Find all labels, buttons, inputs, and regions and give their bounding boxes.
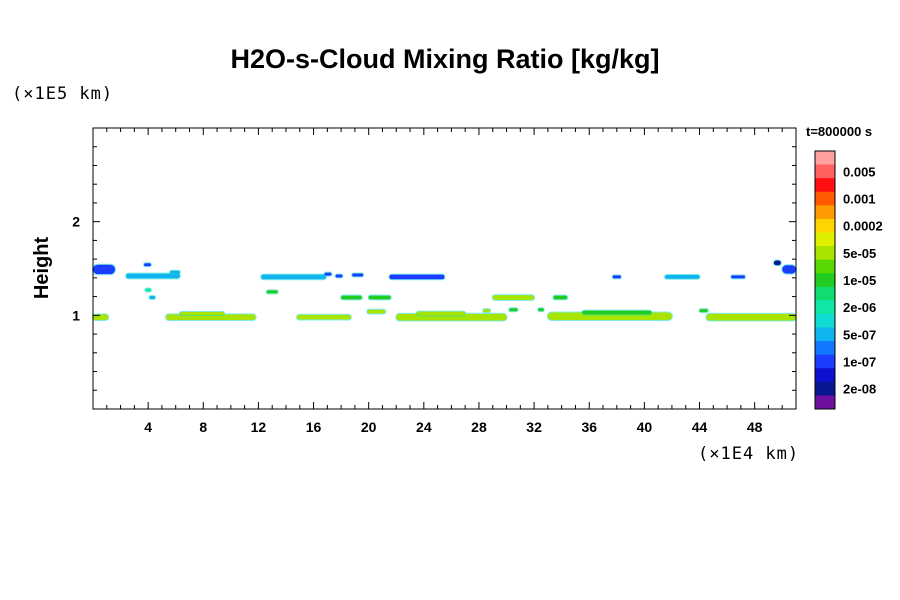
colorbar-swatch	[815, 164, 835, 179]
colorbar-swatch	[815, 232, 835, 247]
cloud-band	[509, 308, 518, 312]
colorbar-swatch	[815, 205, 835, 220]
cloud-band	[170, 270, 180, 274]
cloud-band	[706, 313, 796, 321]
cloud-band	[266, 290, 278, 294]
colorbar-swatch	[815, 300, 835, 315]
colorbar-swatch	[815, 259, 835, 274]
cloud-band	[389, 274, 445, 280]
y-axis-label: Height	[31, 237, 53, 300]
colorbar-swatch	[815, 178, 835, 193]
colorbar-swatch	[815, 368, 835, 383]
y-axis: 12	[72, 146, 796, 391]
x-tick-label: 32	[526, 419, 542, 435]
x-tick-label: 44	[692, 419, 708, 435]
colorbar-swatch	[815, 381, 835, 396]
cloud-band	[324, 272, 332, 276]
colorbar-swatch	[815, 286, 835, 301]
colorbar-label: 1e-07	[843, 354, 876, 369]
x-axis: 4 8 12 16 20 24 28 32 36 40 44 48	[106, 128, 783, 435]
colorbar-swatch	[815, 354, 835, 369]
x-tick-label: 36	[581, 419, 597, 435]
cloud-band	[297, 314, 351, 320]
cloud-band	[699, 309, 708, 313]
x-tick-label: 24	[416, 419, 432, 435]
colorbar-swatch	[815, 395, 835, 410]
colorbar-frame	[814, 150, 836, 410]
cloud-band	[179, 311, 224, 315]
cloud-band	[665, 275, 700, 279]
colorbar-swatch	[815, 218, 835, 233]
cloud-band	[261, 274, 326, 280]
chart-title: H2O-s-Cloud Mixing Ratio [kg/kg]	[230, 44, 660, 74]
cloud-band	[368, 295, 391, 300]
time-label: t=800000 s	[806, 124, 873, 139]
y-tick-label: 2	[72, 214, 80, 230]
colorbar: 0.005 0.001 0.0002 5e-05 1e-05 2e-06 5e-07 1e-0…	[814, 150, 883, 410]
cloud-band	[538, 308, 544, 312]
colorbar-swatch	[815, 341, 835, 356]
x-tick-label: 4	[144, 419, 152, 435]
cloud-band	[144, 263, 151, 267]
cloud-band	[773, 260, 781, 266]
colorbar-label: 5e-05	[843, 246, 876, 261]
cloud-band	[126, 273, 180, 279]
y-axis-unit: (×1E5 km)	[12, 84, 114, 104]
cloud-field	[92, 259, 797, 322]
colorbar-label: 0.001	[843, 192, 876, 207]
cloud-band	[416, 311, 466, 316]
y-tick-label: 1	[72, 307, 80, 323]
colorbar-swatch	[815, 327, 835, 342]
colorbar-swatch	[815, 151, 835, 166]
colorbar-label: 2e-06	[843, 300, 876, 315]
colorbar-label: 5e-07	[843, 327, 876, 342]
cloud-band	[553, 295, 568, 300]
colorbar-swatch	[815, 246, 835, 261]
cloud-band	[149, 296, 156, 300]
colorbar-label: 2e-08	[843, 382, 876, 397]
cloud-band	[341, 295, 362, 300]
x-tick-label: 8	[199, 419, 207, 435]
cloud-band	[483, 309, 490, 313]
colorbar-label: 0.005	[843, 164, 876, 179]
cloud-band	[731, 275, 745, 279]
cloud-band	[582, 310, 652, 315]
cloud-band	[612, 275, 621, 279]
colorbar-swatch	[815, 191, 835, 206]
plot-area: 4 8 12 16 20 24 28 32 36 40 44 48 12 Height	[31, 127, 797, 435]
plot-frame	[92, 127, 797, 410]
colorbar-label: 0.0002	[843, 219, 883, 234]
cloud-band	[367, 309, 386, 314]
x-tick-label: 16	[306, 419, 322, 435]
cloud-band	[782, 265, 796, 274]
x-tick-label: 20	[361, 419, 377, 435]
cloud-band	[93, 264, 116, 275]
x-tick-label: 40	[637, 419, 653, 435]
x-tick-label: 48	[747, 419, 763, 435]
colorbar-swatch	[815, 313, 835, 329]
cloud-band	[145, 288, 151, 292]
x-tick-label: 12	[251, 419, 267, 435]
cloud-band	[492, 295, 535, 300]
cloud-band	[352, 273, 364, 277]
colorbar-label: 1e-05	[843, 273, 876, 288]
colorbar-swatch	[815, 273, 835, 288]
x-axis-unit: (×1E4 km)	[698, 444, 800, 464]
cloud-band	[335, 274, 343, 278]
x-tick-label: 28	[471, 419, 487, 435]
